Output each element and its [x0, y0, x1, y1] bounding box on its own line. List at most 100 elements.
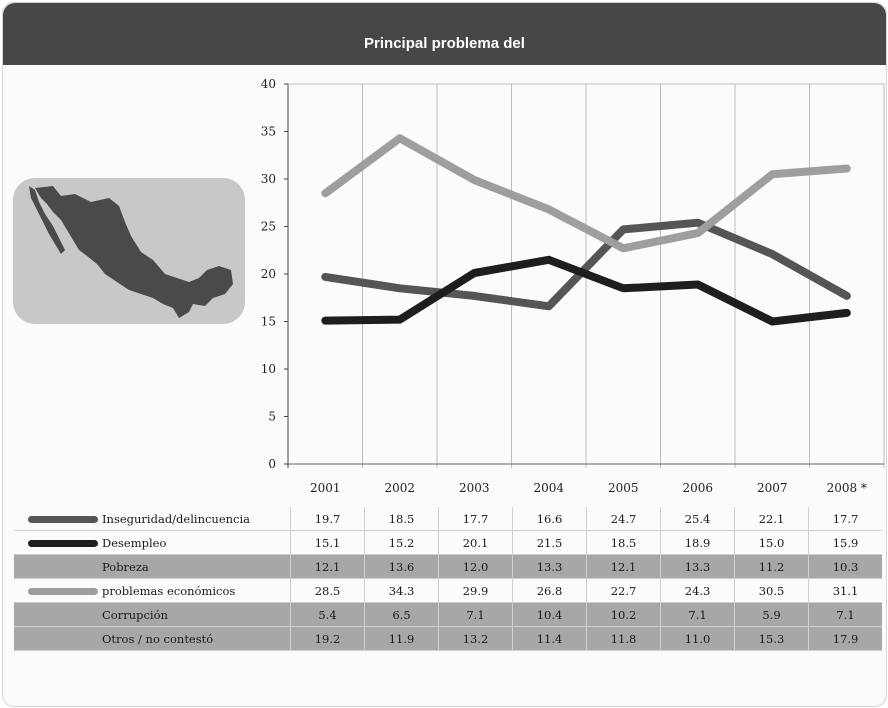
table-row: Desempleo 15.1 15.2 20.1 21.5 18.5 18.9 15.0 15.… — [14, 530, 882, 555]
table-cell: 17.7 — [808, 507, 882, 531]
table-cell: 10.2 — [586, 602, 661, 627]
x-tick-label: 2007 — [757, 481, 788, 495]
table-cell: 11.9 — [364, 626, 439, 651]
table-cell: 5.4 — [290, 602, 365, 627]
table-cell: 29.9 — [438, 578, 513, 603]
row-label-cell: problemas económicos — [14, 578, 291, 603]
table-cell: 25.4 — [660, 507, 735, 531]
row-label-cell: Desempleo — [14, 530, 291, 555]
table-cell: 22.7 — [586, 578, 661, 603]
y-axis: 0 5 10 15 20 25 30 35 40 — [261, 77, 288, 471]
table-cell: 13.6 — [364, 554, 439, 579]
table-cell: 11.8 — [586, 626, 661, 651]
table-cell: 18.5 — [586, 530, 661, 555]
table-cell: 10.3 — [808, 554, 882, 579]
y-tick-label: 5 — [268, 410, 276, 424]
table-cell: 17.9 — [808, 626, 882, 651]
table-cell: 12.0 — [438, 554, 513, 579]
data-point — [399, 319, 401, 321]
table-cell: 20.1 — [438, 530, 513, 555]
data-point — [622, 228, 624, 230]
table-cell: 13.2 — [438, 626, 513, 651]
y-tick-label: 20 — [261, 267, 276, 281]
row-label-cell: Inseguridad/delincuencia — [14, 507, 291, 531]
row-label: Corrupción — [102, 607, 168, 622]
data-point — [324, 276, 326, 278]
row-label: Desempleo — [102, 535, 167, 550]
table-cell: 15.3 — [734, 626, 809, 651]
data-point — [548, 208, 550, 210]
y-tick-label: 15 — [261, 315, 276, 329]
x-tick-label: 2003 — [459, 481, 490, 495]
table-cell: 30.5 — [734, 578, 809, 603]
table-cell: 31.1 — [808, 578, 882, 603]
data-point — [324, 192, 326, 194]
table-cell: 12.1 — [586, 554, 661, 579]
table-cell: 15.9 — [808, 530, 882, 555]
table-cell: 22.1 — [734, 507, 809, 531]
table-cell: 6.5 — [364, 602, 439, 627]
table-row: Pobreza 12.1 13.6 12.0 13.3 12.1 13.3 11.2 10.3 — [14, 554, 882, 579]
series-line-1 — [321, 218, 851, 311]
data-point — [846, 295, 848, 297]
data-point — [846, 168, 848, 170]
x-tick-label: 2004 — [533, 481, 564, 495]
table-cell: 34.3 — [364, 578, 439, 603]
data-point — [473, 272, 475, 274]
table-cell: 7.1 — [660, 602, 735, 627]
row-label: Otros / no contestó — [102, 631, 214, 646]
row-label-cell: Pobreza — [14, 554, 291, 579]
x-tick-label: 2006 — [682, 481, 713, 495]
y-tick-label: 25 — [261, 220, 276, 234]
data-point — [399, 137, 401, 139]
table-row: Otros / no contestó 19.2 11.9 13.2 11.4 11.8 1… — [14, 626, 882, 651]
chart-title: Principal problema del — [364, 35, 525, 52]
data-point — [548, 259, 550, 261]
x-tick-label: 2008 * — [827, 481, 867, 495]
table-cell: 11.4 — [512, 626, 587, 651]
table-cell: 11.0 — [660, 626, 735, 651]
data-point — [622, 287, 624, 289]
data-point — [771, 173, 773, 175]
y-tick-label: 10 — [261, 362, 276, 376]
data-table: Inseguridad/delincuencia 19.7 18.5 17.7 16.6… — [14, 507, 882, 651]
table-cell: 19.7 — [290, 507, 365, 531]
data-point — [473, 295, 475, 297]
data-point — [399, 287, 401, 289]
table-cell: 26.8 — [512, 578, 587, 603]
row-label: Inseguridad/delincuencia — [102, 511, 251, 526]
y-tick-label: 30 — [261, 172, 276, 186]
header-bar: Principal problema del — [3, 3, 886, 65]
row-label-cell: Corrupción — [14, 602, 291, 627]
table-cell: 7.1 — [438, 602, 513, 627]
table-cell: 19.2 — [290, 626, 365, 651]
y-tick-label: 0 — [268, 457, 276, 471]
data-point — [697, 283, 699, 285]
table-cell: 18.9 — [660, 530, 735, 555]
row-label: Pobreza — [102, 559, 149, 574]
mexico-map-icon — [29, 186, 233, 318]
data-point — [324, 320, 326, 322]
x-tick-label: 2002 — [384, 481, 415, 495]
table-cell: 24.3 — [660, 578, 735, 603]
table-cell: 5.9 — [734, 602, 809, 627]
y-tick-label: 35 — [261, 125, 276, 139]
table-row: Inseguridad/delincuencia 19.7 18.5 17.7 16.6… — [14, 507, 882, 531]
y-tick-label: 40 — [261, 77, 276, 91]
legend-swatch — [28, 516, 98, 523]
table-row: Corrupción 5.4 6.5 7.1 10.4 10.2 7.1 5.9 7.1 — [14, 602, 882, 627]
table-cell: 15.2 — [364, 530, 439, 555]
row-label-cell: Otros / no contestó — [14, 626, 291, 651]
data-point — [473, 179, 475, 181]
table-cell: 28.5 — [290, 578, 365, 603]
series-lines — [321, 134, 851, 326]
table-cell: 11.2 — [734, 554, 809, 579]
table-cell: 10.4 — [512, 602, 587, 627]
x-axis: 2001 2002 2003 2004 2005 2006 2007 2008 * — [310, 481, 867, 495]
series-line-2 — [321, 255, 851, 326]
series-line-3 — [321, 134, 851, 253]
legend-swatch — [28, 540, 98, 547]
x-tick-label: 2005 — [608, 481, 639, 495]
row-label: problemas económicos — [102, 583, 236, 598]
grid — [287, 83, 885, 468]
